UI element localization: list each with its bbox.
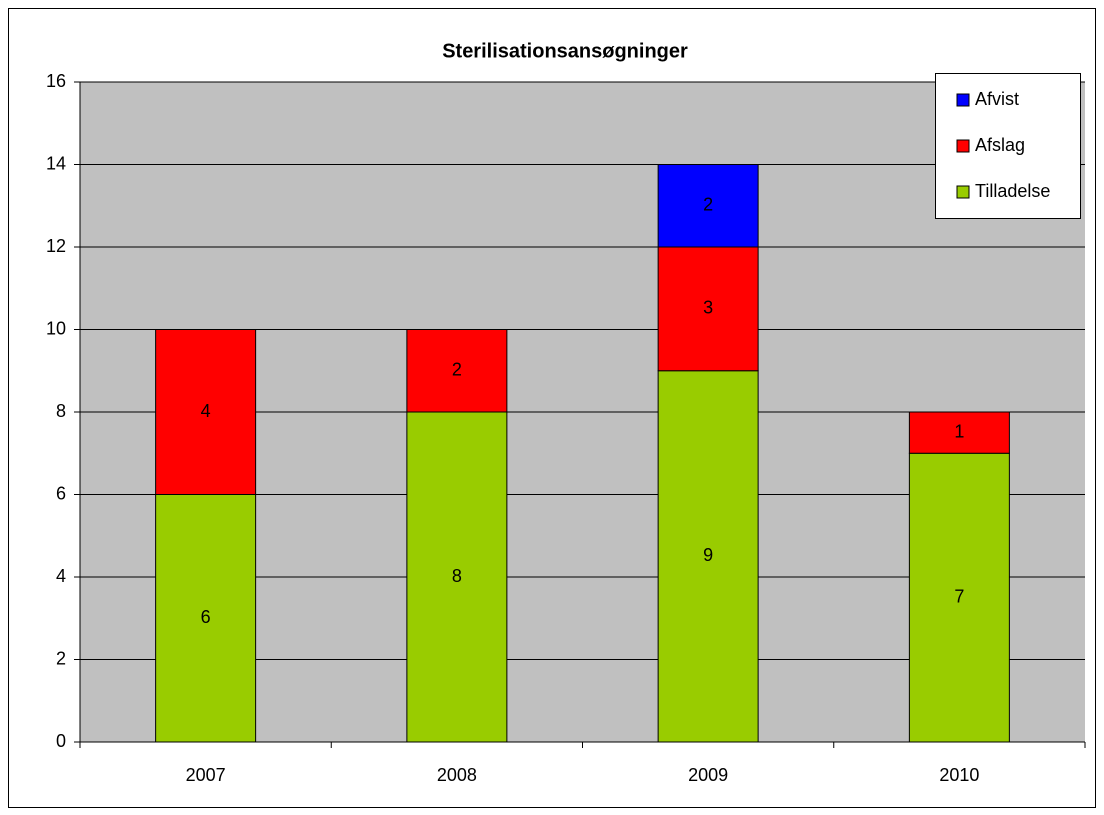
bar-segment: [657, 246, 759, 372]
bar-segment: [155, 494, 257, 743]
bar-segment: [908, 411, 1010, 454]
legend-label: Afvist: [975, 89, 1019, 109]
data-label: 6: [201, 607, 211, 627]
legend-swatch: [956, 93, 970, 107]
y-tick-label: 6: [56, 483, 66, 503]
legend-label: Tilladelse: [975, 181, 1050, 201]
bar-segment: [406, 329, 508, 413]
bar-segment: [908, 452, 1010, 743]
x-tick-label: 2009: [688, 765, 728, 785]
data-label: 2: [452, 360, 462, 380]
y-tick-label: 16: [46, 71, 66, 91]
y-tick-label: 2: [56, 648, 66, 668]
data-label: 3: [703, 298, 713, 318]
bar-segment: [657, 370, 759, 743]
y-tick-label: 0: [56, 731, 66, 751]
x-tick-label: 2008: [437, 765, 477, 785]
legend-swatch: [956, 185, 970, 199]
bar-segment: [155, 329, 257, 495]
chart-title: Sterilisationsansøgninger: [442, 40, 688, 62]
y-tick-label: 8: [56, 401, 66, 421]
data-label: 8: [452, 566, 462, 586]
legend-swatch: [956, 139, 970, 153]
data-label: 4: [201, 401, 211, 421]
data-label: 1: [954, 421, 964, 441]
data-label: 9: [703, 545, 713, 565]
data-label: 2: [703, 195, 713, 215]
y-tick-label: 14: [46, 153, 66, 173]
y-tick-label: 4: [56, 566, 66, 586]
y-tick-label: 10: [46, 318, 66, 338]
x-tick-label: 2010: [939, 765, 979, 785]
x-tick-label: 2007: [186, 765, 226, 785]
data-label: 7: [954, 586, 964, 606]
bar-segment: [657, 164, 759, 248]
y-tick-label: 12: [46, 236, 66, 256]
legend-label: Afslag: [975, 135, 1025, 155]
